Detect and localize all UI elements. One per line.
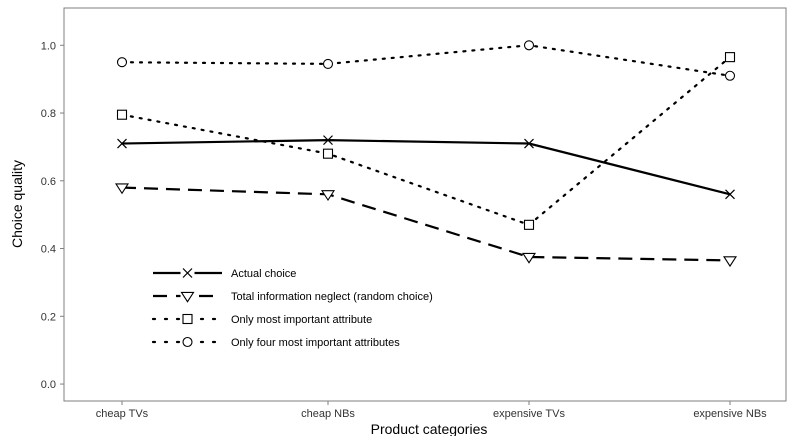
- x-axis: cheap TVs cheap NBs expensive TVs expensive…: [96, 401, 767, 420]
- legend-label: Total information neglect (random choice…: [231, 291, 433, 303]
- series-line: [121, 139, 731, 196]
- data-point: [523, 219, 535, 230]
- y-tick-label: 1.0: [41, 40, 56, 52]
- series-layer: [114, 40, 738, 268]
- series-line: [121, 186, 731, 262]
- legend-item: Only most important attribute: [151, 312, 372, 326]
- data-point: [523, 40, 535, 51]
- data-point: [320, 190, 336, 202]
- y-tick-label: 0.4: [41, 244, 56, 256]
- legend-item: Only four most important attributes: [151, 335, 400, 349]
- legend-marker: [180, 291, 195, 303]
- series-line: [120, 56, 732, 227]
- legend-label: Only most important attribute: [231, 314, 372, 326]
- data-point: [323, 135, 333, 146]
- x-tick-label: cheap NBs: [301, 408, 355, 420]
- legend-item: Actual choice: [153, 266, 296, 280]
- legend-marker: [182, 336, 193, 348]
- legend-marker: [182, 268, 193, 278]
- series-2: [114, 183, 738, 268]
- x-tick-label: cheap TVs: [96, 408, 149, 420]
- legend: Actual choice Total information neglect (…: [151, 266, 433, 349]
- data-point: [117, 138, 127, 149]
- data-point: [116, 109, 128, 120]
- data-point: [116, 57, 128, 68]
- y-axis: 0.0 0.2 0.4 0.6 0.8 1.0: [41, 40, 64, 391]
- y-tick-label: 0.8: [41, 108, 56, 120]
- legend-marker-stroke: [182, 268, 193, 278]
- legend-item: Total information neglect (random choice…: [153, 289, 433, 303]
- x-tick-label: expensive TVs: [493, 408, 565, 420]
- x-tick-label: expensive NBs: [693, 408, 767, 420]
- data-point-stroke: [117, 138, 127, 149]
- data-point-stroke: [524, 138, 534, 149]
- data-point: [114, 183, 130, 195]
- data-point: [725, 189, 735, 200]
- data-point-stroke: [725, 189, 735, 200]
- data-point: [722, 256, 738, 268]
- series-3: [116, 52, 736, 230]
- y-tick-label: 0.2: [41, 311, 56, 323]
- x-axis-title: Product categories: [371, 421, 488, 436]
- data-point: [322, 148, 334, 159]
- legend-label: Only four most important attributes: [231, 337, 400, 349]
- series-line: [120, 44, 732, 77]
- y-tick-label: 0.6: [41, 176, 56, 188]
- legend-marker: [182, 313, 193, 325]
- data-point: [724, 52, 736, 63]
- data-point: [524, 138, 534, 149]
- data-point: [521, 252, 537, 264]
- data-point-stroke: [323, 135, 333, 146]
- data-point: [322, 58, 334, 69]
- series-4: [116, 40, 736, 81]
- data-point: [724, 70, 736, 81]
- legend-label: Actual choice: [231, 268, 296, 280]
- y-tick-label: 0.0: [41, 379, 56, 391]
- y-axis-title: Choice quality: [9, 160, 25, 248]
- series-1: [117, 135, 735, 200]
